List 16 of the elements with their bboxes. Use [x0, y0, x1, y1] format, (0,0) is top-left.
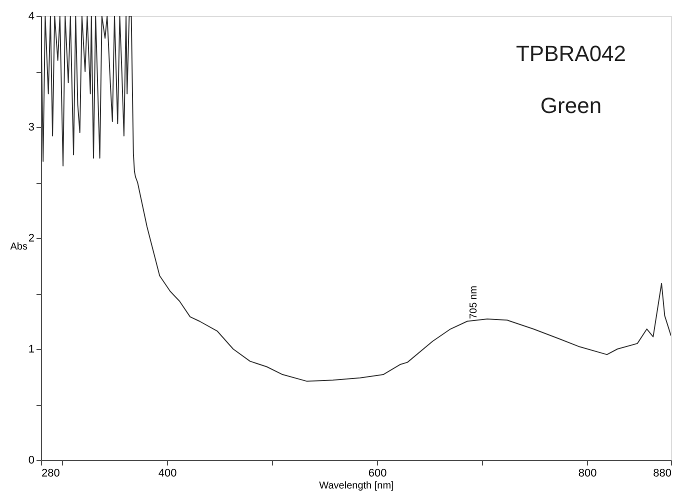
x-tick-label: 280	[42, 468, 60, 480]
y-tick-label: 0	[28, 454, 34, 466]
x-tick-label: 400	[158, 468, 177, 480]
annotation: Green	[540, 93, 602, 118]
annotation: TPBRA042	[516, 41, 626, 66]
y-tick-label: 2	[28, 232, 34, 244]
x-tick-label: 880	[653, 468, 672, 480]
x-tick-label: 800	[578, 468, 597, 480]
y-tick-label: 1	[28, 344, 34, 356]
line-series	[41, 16, 671, 382]
y-tick-label: 4	[28, 10, 34, 22]
x-axis-title: Wavelength [nm]	[319, 480, 394, 492]
annotation: 705 nm	[468, 286, 480, 320]
y-tick-label: 3	[28, 122, 34, 134]
x-tick-label: 600	[368, 468, 387, 480]
y-axis-title: Abs	[10, 242, 28, 252]
